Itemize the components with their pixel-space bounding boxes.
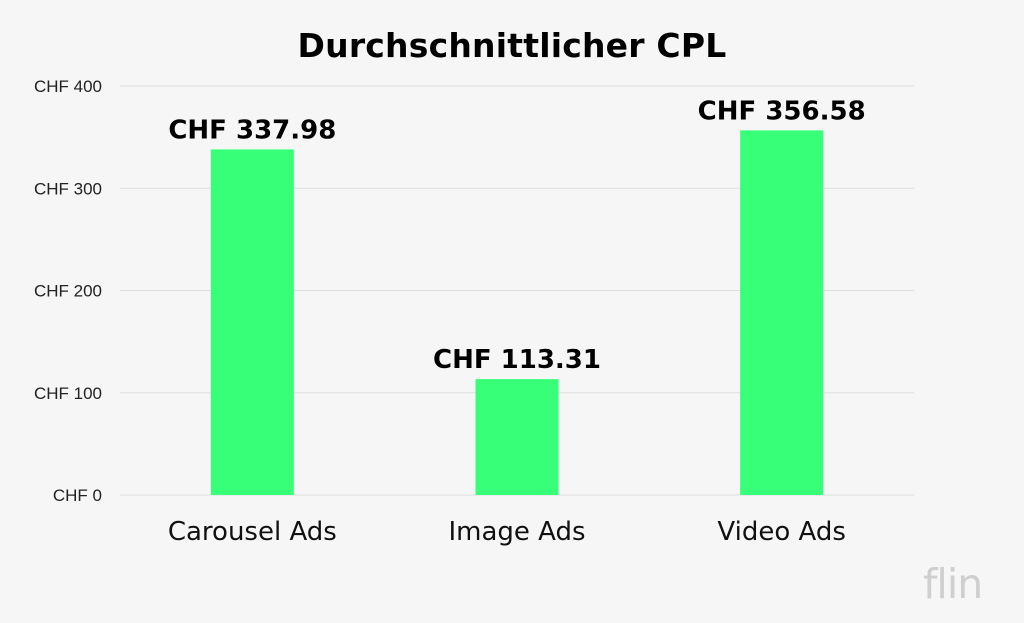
data-label: CHF 337.98 (168, 115, 336, 145)
bar (475, 379, 559, 495)
y-tick-label: CHF 0 (53, 486, 102, 505)
bar (740, 130, 824, 495)
x-tick-label: Carousel Ads (168, 517, 337, 547)
y-tick-label: CHF 100 (34, 384, 102, 403)
data-labels: CHF 337.98 CHF 113.31 CHF 356.58 (168, 96, 865, 375)
bar (210, 149, 294, 495)
flin-logo: flin (923, 560, 983, 608)
y-axis-tick-labels: CHF 0 CHF 100 CHF 200 CHF 300 CHF 400 (34, 77, 102, 505)
x-tick-label: Video Ads (717, 517, 846, 547)
x-tick-label: Image Ads (448, 517, 585, 547)
chart-title: Durchschnittlicher CPL (297, 26, 727, 65)
x-axis-tick-labels: Carousel Ads Image Ads Video Ads (168, 517, 846, 547)
y-tick-label: CHF 400 (34, 77, 102, 96)
y-tick-label: CHF 300 (34, 179, 102, 198)
bars (210, 130, 824, 495)
data-label: CHF 356.58 (698, 96, 866, 126)
data-label: CHF 113.31 (433, 345, 601, 375)
y-tick-label: CHF 200 (34, 282, 102, 301)
